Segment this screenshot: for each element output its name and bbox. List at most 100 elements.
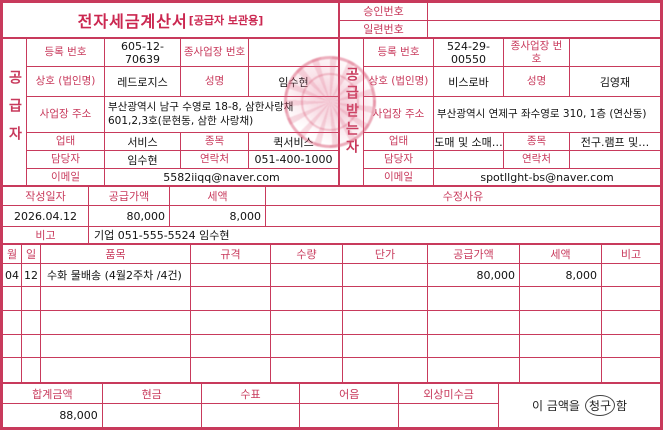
approval-no-value — [428, 3, 660, 20]
item-month — [3, 311, 22, 334]
col-header-spec: 규격 — [191, 245, 271, 263]
buyer-item-label: 종목 — [504, 133, 570, 150]
total-amount-value: 88,000 — [3, 404, 103, 427]
item-supply — [428, 311, 520, 334]
buyer-reg-no: 524-29-00550 — [434, 39, 504, 66]
supplier-subbiz-no — [249, 39, 338, 66]
item-day — [22, 287, 41, 311]
item-spec — [191, 311, 271, 334]
col-header-supply: 공급가액 — [428, 245, 520, 263]
check-label: 수표 — [202, 384, 301, 403]
buyer-company-label: 상호 (법인명) — [364, 67, 434, 96]
item-qty — [271, 287, 343, 311]
buyer-subbiz-no — [570, 39, 660, 66]
supplier-biztype: 서비스 — [105, 133, 181, 150]
item-unit-price — [343, 311, 428, 334]
supplier-phone: 051-400-1000 — [254, 153, 333, 166]
approval-no-label: 승인번호 — [340, 3, 428, 20]
item-qty — [271, 311, 343, 334]
item-month — [3, 358, 22, 382]
note-value: 기업 051-555-5524 임수현 — [94, 229, 230, 242]
supplier-reg-no: 605-12-70639 — [105, 39, 181, 66]
item-tax — [520, 334, 602, 358]
buyer-biztype: 도매 및 소매… — [434, 133, 504, 150]
revision-reason-label: 수정사유 — [442, 190, 484, 203]
supplier-email: 5582iiqq@naver.com — [163, 170, 280, 184]
serial-no-value — [428, 21, 660, 38]
item-row: 04 12 수화 물배송 (4월2주차 /4건) 80,000 8,000 — [3, 263, 660, 288]
item-tax — [520, 311, 602, 334]
item-tax: 8,000 — [520, 263, 602, 287]
supplier-phone-label: 연락처 — [181, 151, 249, 168]
item-note — [602, 311, 660, 334]
item-day — [22, 358, 41, 382]
item-supply — [428, 358, 520, 382]
supplier-reg-no-label: 등록 번호 — [27, 39, 105, 66]
statement-suffix: 함 — [616, 399, 628, 413]
supplier-item-label: 종목 — [181, 133, 249, 150]
item-day — [22, 311, 41, 334]
item-qty — [271, 334, 343, 358]
item-unit-price — [343, 287, 428, 311]
item-day: 12 — [22, 263, 41, 287]
supplier-biztype-label: 업태 — [27, 133, 105, 150]
summary-section: 작성일자 공급가액 세액 수정사유 2026.04.12 80,000 8,00… — [3, 187, 660, 245]
buyer-phone — [570, 151, 660, 168]
supplier-address-label: 사업장 주소 — [27, 97, 105, 132]
bill-value — [300, 404, 400, 427]
buyer-item: 전구.램프 및… — [580, 135, 650, 149]
invoice-title-text: 전자세금계산서 — [77, 12, 188, 31]
item-name — [41, 311, 191, 334]
item-row — [3, 287, 660, 312]
item-supply: 80,000 — [428, 263, 520, 287]
buyer-vertical-label: 공급받는자 — [340, 39, 364, 185]
supplier-name-label: 성명 — [181, 67, 249, 96]
item-note — [602, 287, 660, 310]
item-name — [41, 334, 191, 358]
item-day — [22, 334, 41, 358]
buyer-reg-no-label: 등록 번호 — [364, 39, 434, 66]
write-date-label: 작성일자 — [3, 187, 89, 205]
item-spec — [191, 287, 271, 311]
item-spec — [191, 358, 271, 382]
item-qty — [271, 358, 343, 382]
item-spec — [191, 334, 271, 358]
col-header-note: 비고 — [620, 247, 642, 261]
parties-section: 공급자 등록 번호 605-12-70639 종사업장 번호 상호 (법인명) … — [3, 39, 660, 187]
item-row — [3, 358, 660, 382]
item-name: 수화 물배송 (4월2주차 /4건) — [41, 263, 191, 287]
supplier-vertical-label: 공급자 — [3, 39, 27, 185]
item-note — [602, 358, 660, 382]
col-header-qty: 수량 — [271, 245, 343, 263]
item-name — [41, 287, 191, 311]
totals-section: 합계금액 현금 수표 어음 외상미수금 88,000 이 금액을 청구 함 — [3, 384, 660, 427]
item-qty — [271, 263, 343, 287]
total-amount-label: 합계금액 — [3, 384, 103, 403]
buyer-email: spotllght-bs@naver.com — [480, 170, 614, 184]
col-header-unit-price: 단가 — [343, 245, 428, 263]
supplier-address: 부산광역시 남구 수영로 18-8, 삼한사랑채 601,2,3호(문현동, 삼… — [108, 100, 294, 127]
cash-label: 현금 — [103, 384, 202, 403]
serial-no-label: 일련번호 — [340, 20, 428, 37]
item-supply — [428, 334, 520, 358]
supplier-subbiz-label: 종사업장 번호 — [181, 39, 249, 66]
invoice-title: 전자세금계산서 [공급자 보관용] — [3, 3, 340, 37]
items-table: 월 일 품목 규격 수량 단가 공급가액 세액 비고 04 12 수화 물배송 … — [3, 245, 660, 384]
note-label: 비고 — [3, 227, 89, 243]
col-header-item: 품목 — [41, 245, 191, 263]
item-row — [3, 334, 660, 359]
col-header-day: 일 — [22, 245, 41, 263]
supplier-contact: 임수현 — [105, 151, 181, 168]
revision-reason-value — [266, 206, 660, 226]
supplier-company-label: 상호 (법인명) — [27, 67, 105, 96]
item-unit-price — [343, 358, 428, 382]
credit-label: 외상미수금 — [423, 387, 474, 401]
item-name — [41, 358, 191, 382]
tax-amount-label: 세액 — [170, 187, 266, 205]
item-month — [3, 287, 22, 311]
supplier-contact-label: 담당자 — [27, 151, 105, 168]
supply-amount-label: 공급가액 — [89, 187, 170, 205]
item-supply — [428, 287, 520, 311]
invoice-title-suffix: [공급자 보관용] — [188, 14, 264, 27]
